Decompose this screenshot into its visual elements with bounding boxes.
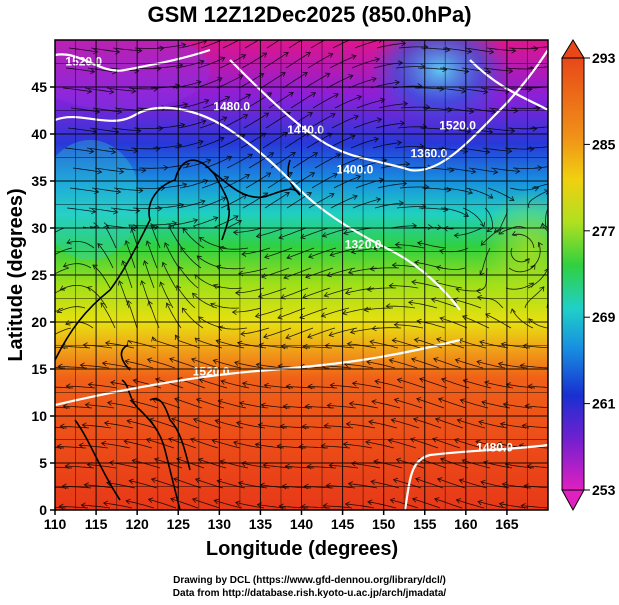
colorbar-tick-label: 253 [592,482,616,498]
y-tick-label: 15 [31,361,47,377]
contour-label: 1320.0 [345,238,382,252]
colorbar-tick-label: 285 [592,136,616,152]
y-tick-label: 45 [31,79,47,95]
x-axis-label: Longitude (degrees) [206,538,398,560]
x-tick-label: 130 [208,516,232,532]
colorbar-tick-label: 261 [592,396,616,412]
temperature-field [55,40,548,510]
x-tick-label: 125 [167,516,191,532]
x-tick-label: 120 [125,516,149,532]
x-tick-label: 150 [372,516,396,532]
contour-label: 1480.0 [213,100,250,114]
graticule [54,40,548,511]
colorbar-tick-label: 277 [592,223,616,239]
credit-drawing: Drawing by DCL (https://www.gfd-dennou.o… [173,575,446,586]
y-tick-label: 40 [31,126,47,142]
y-tick-label: 30 [31,220,47,236]
contour-label: 1360.0 [411,147,448,161]
contour-label: 1520.0 [65,54,102,68]
contour-label: 1480.0 [476,441,513,455]
wind-streamlines [55,40,548,510]
y-tick-label: 10 [31,408,47,424]
y-tick-label: 35 [31,173,47,189]
credit-data: Data from http://database.rish.kyoto-u.a… [172,588,447,599]
y-tick-label: 0 [39,502,47,518]
x-tick-label: 155 [413,516,437,532]
contour-label: 1400.0 [337,162,374,176]
y-tick-label: 20 [31,314,47,330]
x-tick-label: 110 [44,516,67,532]
contour-label: 1520.0 [439,118,476,132]
colorbar-tick-label: 269 [592,309,616,325]
contour-labels: 1520.0 1480.0 1440.0 1400.0 1360.0 1520.0 1320… [65,54,513,454]
y-tick-label: 25 [31,267,47,283]
map-title: GSM 12Z12Dec2025 (850.0hPa) [147,2,472,27]
x-tick-label: 160 [454,516,478,532]
x-axis-ticks: 110 115 120 125 130 135 140 145 150 155 160 165 [44,510,519,532]
x-tick-label: 165 [495,516,519,532]
x-tick-label: 115 [85,516,108,532]
x-tick-label: 145 [331,516,355,532]
colorbar: 253 261 269 277 285 293 [561,39,616,512]
y-tick-label: 5 [39,455,47,471]
y-axis-ticks: 0 5 10 15 20 25 30 35 40 45 [31,79,55,518]
contour-label: 1440.0 [287,123,324,137]
contour-label: 1520.0 [193,365,230,379]
y-axis-label: Latitude (degrees) [5,188,27,361]
x-tick-label: 135 [249,516,273,532]
x-tick-label: 140 [290,516,314,532]
colorbar-tick-label: 293 [592,50,616,66]
